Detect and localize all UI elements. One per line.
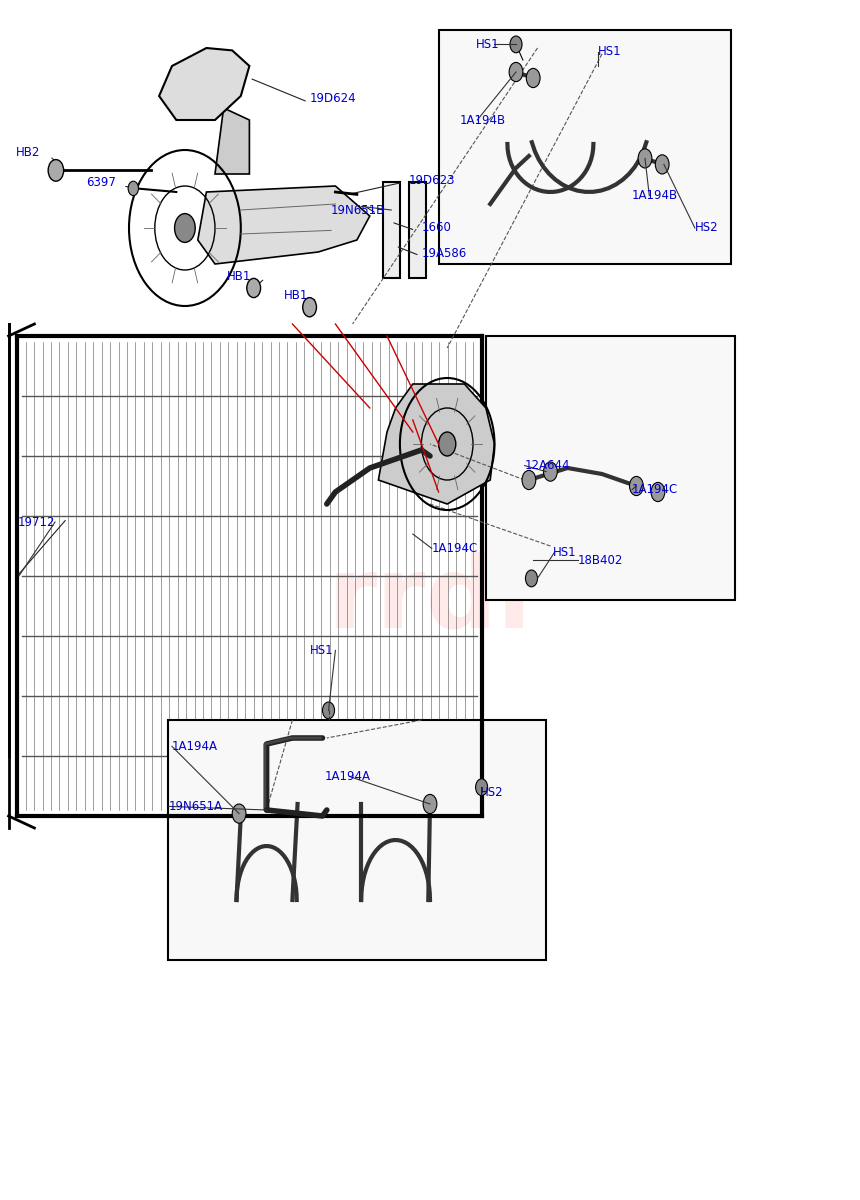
Text: 1A194A: 1A194A [172, 740, 218, 752]
Bar [486, 336, 735, 600]
Circle shape [526, 68, 540, 88]
Circle shape [247, 278, 261, 298]
Text: 19A586: 19A586 [421, 247, 467, 259]
Circle shape [525, 570, 538, 587]
Text: 1660: 1660 [421, 222, 452, 234]
Text: rrdi: rrdi [328, 552, 532, 648]
Text: HB1: HB1 [227, 270, 251, 282]
Polygon shape [215, 108, 249, 174]
Text: 6397: 6397 [86, 176, 116, 188]
Text: HS1: HS1 [553, 546, 576, 558]
Polygon shape [159, 48, 249, 120]
Bar [408, 182, 426, 278]
Circle shape [175, 214, 195, 242]
Text: 19D624: 19D624 [310, 92, 356, 104]
Text: HS1: HS1 [476, 38, 499, 50]
Text: 18B402: 18B402 [578, 554, 624, 566]
Text: 19N651A: 19N651A [169, 800, 223, 812]
Circle shape [423, 794, 437, 814]
Bar [383, 182, 400, 278]
Circle shape [655, 155, 669, 174]
Text: 1A194B: 1A194B [632, 190, 679, 202]
Bar [439, 30, 731, 264]
Polygon shape [198, 186, 370, 264]
Text: HB2: HB2 [15, 146, 40, 158]
Text: 12A644: 12A644 [525, 460, 570, 472]
Text: 1A194C: 1A194C [632, 484, 679, 496]
Circle shape [439, 432, 456, 456]
Circle shape [48, 160, 64, 181]
Circle shape [522, 470, 536, 490]
Circle shape [128, 181, 138, 196]
Text: 1A194C: 1A194C [432, 542, 478, 554]
Text: 19N651B: 19N651B [331, 204, 385, 216]
Bar [17, 336, 482, 816]
Circle shape [232, 804, 246, 823]
Circle shape [322, 702, 335, 719]
Circle shape [509, 62, 523, 82]
Text: HB1: HB1 [284, 289, 308, 301]
Circle shape [510, 36, 522, 53]
Text: 1A194A: 1A194A [325, 770, 371, 782]
Text: 1A194B: 1A194B [460, 114, 507, 126]
Text: 19D623: 19D623 [408, 174, 455, 186]
Text: HS1: HS1 [310, 644, 333, 656]
Polygon shape [378, 384, 494, 504]
Circle shape [630, 476, 643, 496]
Circle shape [544, 462, 557, 481]
Circle shape [303, 298, 316, 317]
Circle shape [476, 779, 488, 796]
Circle shape [651, 482, 665, 502]
Bar [168, 720, 546, 960]
Text: HS2: HS2 [695, 222, 718, 234]
Text: HS2: HS2 [480, 786, 503, 798]
Text: HS1: HS1 [598, 46, 621, 58]
Text: 19712: 19712 [17, 516, 55, 528]
Circle shape [638, 149, 652, 168]
